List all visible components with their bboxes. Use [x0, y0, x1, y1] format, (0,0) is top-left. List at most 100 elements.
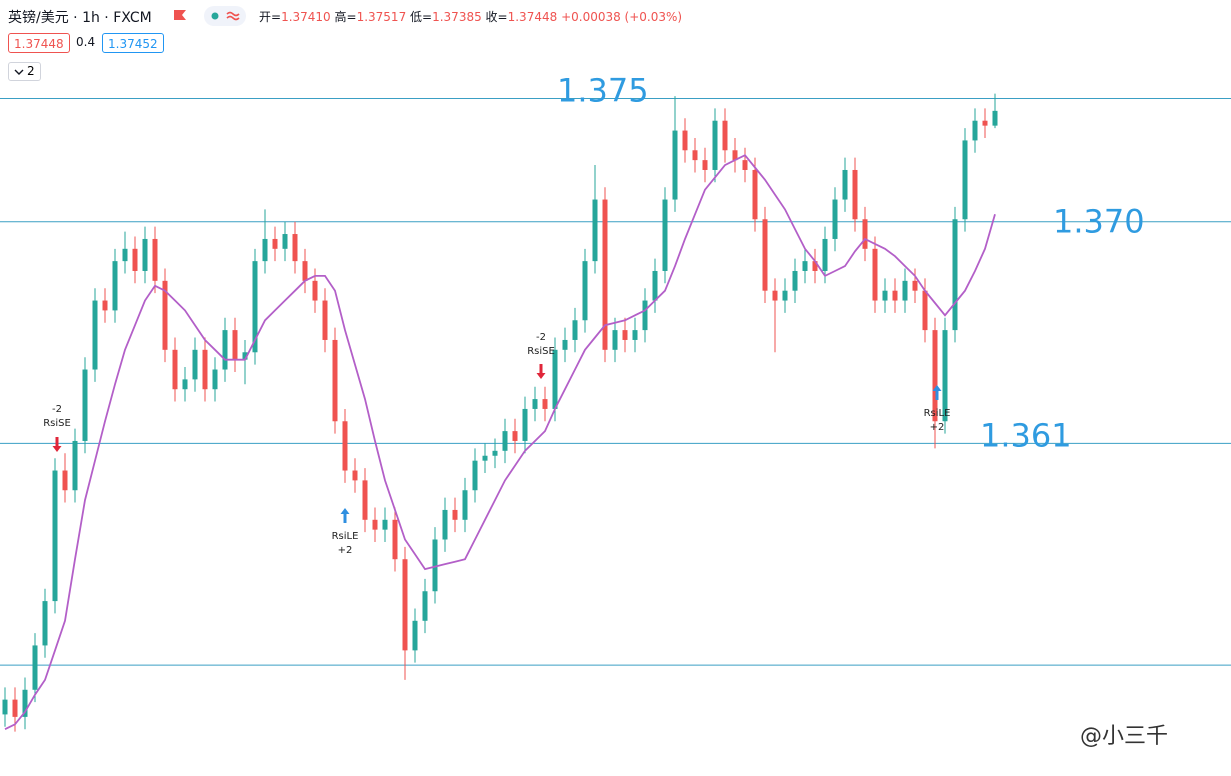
signal-arrow	[536, 364, 546, 379]
signal-arrow	[932, 385, 942, 400]
indicator-count: 2	[27, 64, 35, 78]
spread: 0.4	[76, 35, 96, 49]
candle-body	[202, 349, 208, 390]
candle-body	[722, 120, 728, 151]
candle-body	[912, 280, 918, 291]
candle-body	[622, 330, 628, 340]
candle-body	[662, 199, 668, 271]
candle-body	[752, 169, 758, 220]
candle-body	[852, 169, 858, 220]
candle-body	[342, 421, 348, 471]
candle-body	[942, 330, 948, 422]
candle-body	[422, 591, 428, 621]
candle-body	[242, 352, 248, 360]
candle-body	[972, 120, 978, 141]
candle-body	[72, 440, 78, 491]
candle-body	[82, 369, 88, 441]
candle-body	[902, 280, 908, 301]
ask-button[interactable]: 1.37452	[102, 33, 164, 53]
signal-label: RsiLE	[924, 408, 951, 419]
candle-body	[592, 199, 598, 262]
chevron-icon	[14, 69, 24, 75]
candle-body	[582, 261, 588, 321]
signal-label: +2	[930, 422, 945, 433]
candle-body	[12, 699, 18, 717]
candle-body	[272, 238, 278, 249]
candle-body	[32, 645, 38, 690]
signal-arrow	[52, 437, 62, 452]
candle-body	[892, 290, 898, 301]
ohlc-value: 1.37517	[356, 10, 407, 24]
flag-icon[interactable]	[173, 9, 187, 23]
candle-body	[472, 460, 478, 491]
candle-body	[132, 248, 138, 271]
candle-body	[562, 339, 568, 350]
candle-body	[832, 199, 838, 239]
candle-body	[522, 408, 528, 441]
h-line-label: 1.361	[980, 416, 1072, 454]
status-pill[interactable]	[204, 6, 246, 26]
candle-body	[872, 248, 878, 301]
candle-body	[632, 330, 638, 340]
candle-body	[922, 290, 928, 331]
candle-body	[602, 199, 608, 350]
candle-body	[932, 330, 938, 422]
candle-body	[362, 480, 368, 520]
candle-body	[792, 270, 798, 291]
ohlc-value: 1.37448	[507, 10, 558, 24]
ohlc-label: 低=	[410, 10, 433, 24]
candle-body	[672, 130, 678, 200]
ohlc: 开=1.37410 高=1.37517 低=1.37385 收=1.37448 …	[259, 8, 682, 25]
ohlc-value: 1.37385	[432, 10, 482, 24]
candle-body	[102, 300, 108, 311]
watermark: @小三千	[1080, 724, 1169, 749]
candle-body	[332, 339, 338, 422]
candle-body	[702, 160, 708, 170]
candle-body	[152, 238, 158, 281]
h-line-label: 1.375	[557, 72, 649, 110]
candle-body	[732, 150, 738, 161]
signal-label: +2	[338, 545, 353, 556]
candle-body	[782, 290, 788, 301]
candle-body	[372, 519, 378, 530]
candle-body	[262, 238, 268, 262]
indicator-toggle[interactable]: 2	[8, 62, 41, 81]
signal-arrow	[340, 508, 350, 523]
candle-body	[992, 110, 998, 126]
candle-body	[382, 519, 388, 530]
candle-body	[162, 280, 168, 350]
candle-body	[612, 330, 618, 350]
candle-body	[502, 431, 508, 451]
signal-label: RsiLE	[332, 531, 359, 542]
candle-body	[62, 470, 68, 491]
ohlc-value: 1.37410	[281, 10, 331, 24]
signal-label: -2	[536, 332, 546, 343]
candle-body	[392, 519, 398, 560]
candle-body	[982, 120, 988, 126]
candle-body	[282, 234, 288, 249]
candle-body	[482, 455, 488, 461]
bid-button[interactable]: 1.37448	[8, 33, 70, 53]
candle-body	[462, 490, 468, 520]
ohlc-label: 高=	[334, 10, 357, 24]
ohlc-label: 开=	[259, 10, 282, 24]
candle-body	[2, 699, 8, 715]
candle-body	[512, 431, 518, 441]
change: +0.00038 (+0.03%)	[561, 10, 683, 24]
status-icons	[211, 11, 240, 21]
candle-body	[532, 399, 538, 409]
candle-body	[212, 369, 218, 390]
candle-body	[182, 379, 188, 390]
candle-body	[822, 238, 828, 271]
signal-label: -2	[52, 404, 62, 415]
candle-body	[772, 290, 778, 301]
candle-body	[542, 399, 548, 409]
symbol[interactable]: 英镑/美元 · 1h · FXCM	[8, 10, 152, 26]
signal-label: RsiSE	[527, 346, 555, 357]
candle-body	[22, 689, 28, 717]
candle-body	[232, 330, 238, 360]
candle-body	[862, 219, 868, 249]
signal-label: RsiSE	[43, 418, 71, 429]
